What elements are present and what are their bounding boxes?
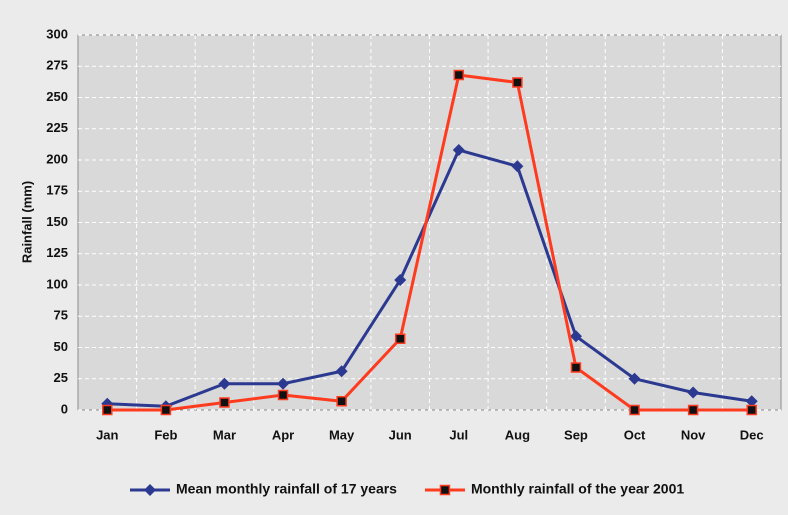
y-tick-label: 300 <box>46 26 68 41</box>
x-tick-label: Oct <box>624 427 646 442</box>
x-tick-label: Jun <box>389 427 412 442</box>
y-tick-label: 175 <box>46 183 68 198</box>
y-tick-label: 0 <box>61 401 68 416</box>
y-tick-label: 75 <box>54 308 68 323</box>
legend-label: Monthly rainfall of the year 2001 <box>471 481 684 497</box>
y-tick-label: 150 <box>46 214 68 229</box>
series-line <box>107 148 752 408</box>
y-tick-label: 50 <box>54 339 68 354</box>
marker <box>452 144 465 156</box>
series-line <box>107 73 752 412</box>
marker <box>102 404 113 416</box>
legend-marker <box>439 484 451 496</box>
x-tick-label: May <box>329 427 355 442</box>
marker <box>570 362 582 373</box>
y-tick-label: 275 <box>46 58 68 73</box>
marker <box>160 404 172 416</box>
legend-label: Mean monthly rainfall of 17 years <box>176 481 397 497</box>
marker <box>277 389 289 401</box>
x-tick-label: Jan <box>96 427 118 442</box>
marker <box>394 333 406 344</box>
x-tick-label: Feb <box>154 427 177 442</box>
marker <box>687 386 700 399</box>
marker <box>746 404 757 416</box>
x-tick-label: Nov <box>681 427 706 442</box>
marker <box>219 397 230 408</box>
marker <box>277 377 290 390</box>
marker <box>394 274 407 286</box>
x-tick-label: Jul <box>449 427 468 442</box>
y-tick-label: 100 <box>46 276 68 291</box>
y-tick-label: 25 <box>54 370 68 385</box>
marker <box>629 404 640 416</box>
x-tick-label: Apr <box>272 427 294 442</box>
y-tick-label: 225 <box>46 120 68 135</box>
marker <box>628 372 641 385</box>
marker <box>745 395 758 408</box>
x-tick-label: Dec <box>740 427 764 442</box>
y-axis-label: Rainfall (mm) <box>19 181 34 263</box>
y-tick-label: 250 <box>46 89 68 104</box>
marker <box>511 160 524 173</box>
legend-marker <box>144 484 156 496</box>
x-tick-label: Aug <box>505 427 530 442</box>
marker <box>512 77 523 88</box>
x-tick-label: Sep <box>564 427 588 442</box>
y-tick-label: 200 <box>46 151 68 166</box>
marker <box>336 396 347 407</box>
marker <box>569 330 582 343</box>
marker <box>335 365 348 378</box>
marker <box>687 404 699 416</box>
marker <box>453 69 465 81</box>
x-tick-label: Mar <box>213 427 236 442</box>
y-tick-label: 125 <box>46 245 68 260</box>
marker <box>218 377 231 390</box>
